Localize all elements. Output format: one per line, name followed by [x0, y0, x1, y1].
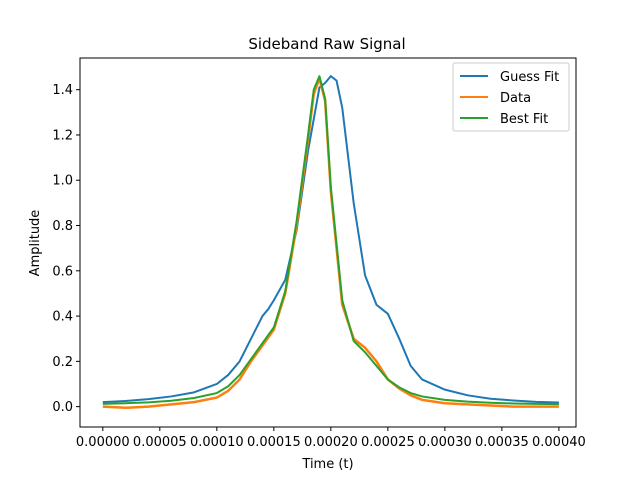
y-tick-label: 1.0 [52, 174, 73, 189]
y-axis-label: Amplitude [28, 210, 43, 277]
series-layer [102, 75, 559, 410]
y-tick-label: 1.2 [52, 128, 73, 143]
x-tick-label: 0.00005 [133, 435, 187, 450]
x-axis-label: Time (t) [301, 457, 353, 472]
series-line-best-fit [102, 75, 559, 406]
x-axis: 0.00000 0.00005 0.00010 0.00015 0.00020 0.000… [76, 427, 586, 450]
x-tick-label: 0.00025 [361, 435, 415, 450]
series-line-guess-fit [102, 75, 559, 404]
x-tick-label: 0.00000 [76, 435, 130, 450]
legend: Guess Fit Data Best Fit [452, 62, 570, 132]
y-tick-label: 0.6 [52, 264, 73, 279]
y-axis: 0.0 0.2 0.4 0.6 0.8 1.0 1.2 1.4 [52, 83, 80, 415]
legend-box [452, 62, 570, 132]
y-tick-label: 0.2 [52, 355, 73, 370]
legend-label-best-fit: Best Fit [500, 112, 548, 127]
x-tick-label: 0.00035 [475, 435, 529, 450]
x-tick-label: 0.00015 [247, 435, 301, 450]
x-tick-label: 0.00040 [532, 435, 586, 450]
legend-label-data: Data [500, 91, 531, 106]
plot-frame [79, 57, 577, 428]
y-tick-label: 0.4 [52, 310, 73, 325]
x-tick-label: 0.00030 [418, 435, 472, 450]
chart-title: Sideband Raw Signal [248, 35, 405, 53]
legend-label-guess-fit: Guess Fit [500, 70, 559, 85]
y-tick-label: 0.8 [52, 219, 73, 234]
x-tick-label: 0.00010 [190, 435, 244, 450]
y-tick-label: 1.4 [52, 83, 73, 98]
x-tick-label: 0.00020 [304, 435, 358, 450]
y-tick-label: 0.0 [52, 400, 73, 415]
